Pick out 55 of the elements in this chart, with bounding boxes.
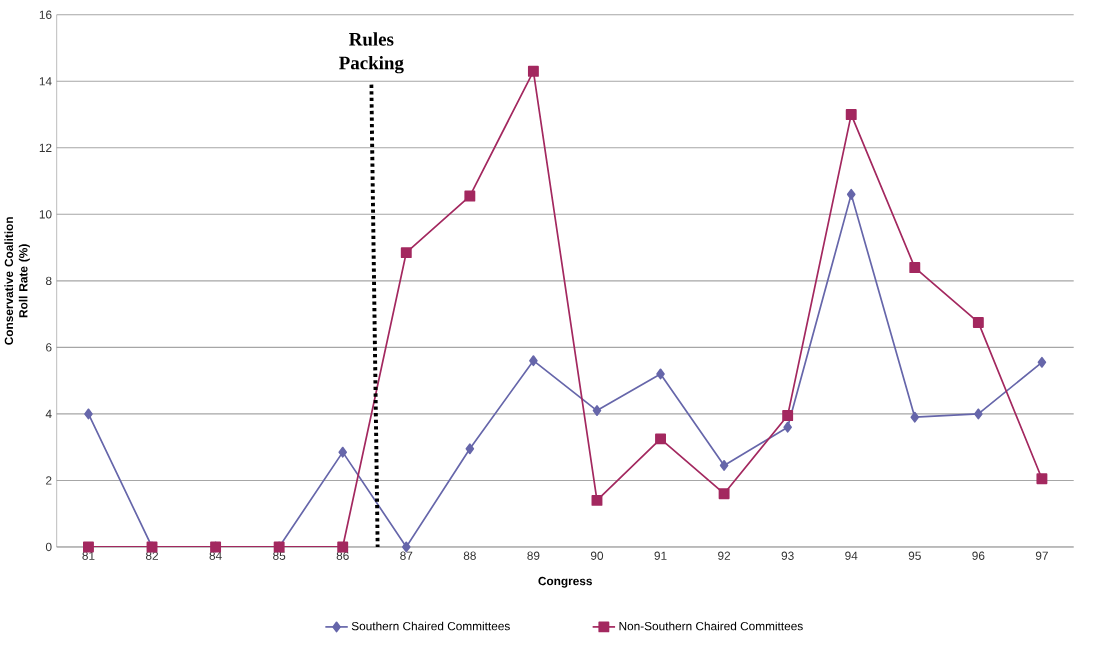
point [1036,473,1048,484]
y-axis-title: Conservative Coalition Roll Rate (%) [4,216,30,345]
x-tick-label: 88 [463,551,476,560]
y-tick-label: 16 [39,10,52,19]
y-tick-label: 2 [46,476,52,485]
legend-label: Non-Southern Chaired Committees [619,621,803,631]
x-tick-label: 89 [527,551,540,560]
x-tick-label: 92 [718,551,731,560]
point [591,494,603,506]
x-tick-label: 86 [336,551,349,560]
point [529,354,538,366]
point [718,488,730,499]
y-tick-label: 10 [39,209,52,219]
point [845,108,857,120]
x-tick-label: 93 [781,551,794,560]
x-tick-label: 94 [845,551,858,560]
x-tick-label: 95 [908,551,921,560]
legend-label: Southern Chaired Committees [351,621,510,631]
point [783,421,792,433]
point [464,190,476,202]
y-tick-label: 4 [45,409,52,418]
annotation: Rules Packing [339,32,404,74]
point [337,541,349,553]
x-tick-label: 97 [1035,551,1048,560]
x-tick-label: 82 [145,551,158,560]
point [1037,356,1047,368]
x-tick-label: 84 [209,551,222,560]
point [527,65,539,77]
y-tick-label: 12 [39,143,52,152]
point [592,404,602,416]
point [974,408,983,420]
point [972,316,984,328]
point [83,541,94,553]
y-tick-label: 8 [45,276,52,285]
point [465,443,475,455]
point [400,246,412,258]
point [84,408,93,420]
x-tick-label: 90 [590,551,604,560]
y-tick-label: 14 [39,76,52,86]
y-tick-label: 0 [45,542,52,551]
point [782,409,794,421]
point [846,188,856,200]
x-tick-label: 81 [82,551,95,560]
point [910,411,920,423]
y-tick-label: 6 [46,342,52,352]
x-tick-label: 91 [654,551,667,560]
point [719,459,729,471]
point [656,368,665,380]
x-axis-title: Congress [538,576,592,588]
x-tick-label: 87 [400,551,413,560]
point [338,446,348,458]
x-tick-label: 85 [273,551,286,560]
point [909,261,921,273]
point [655,433,666,445]
x-tick-label: 96 [972,551,985,560]
